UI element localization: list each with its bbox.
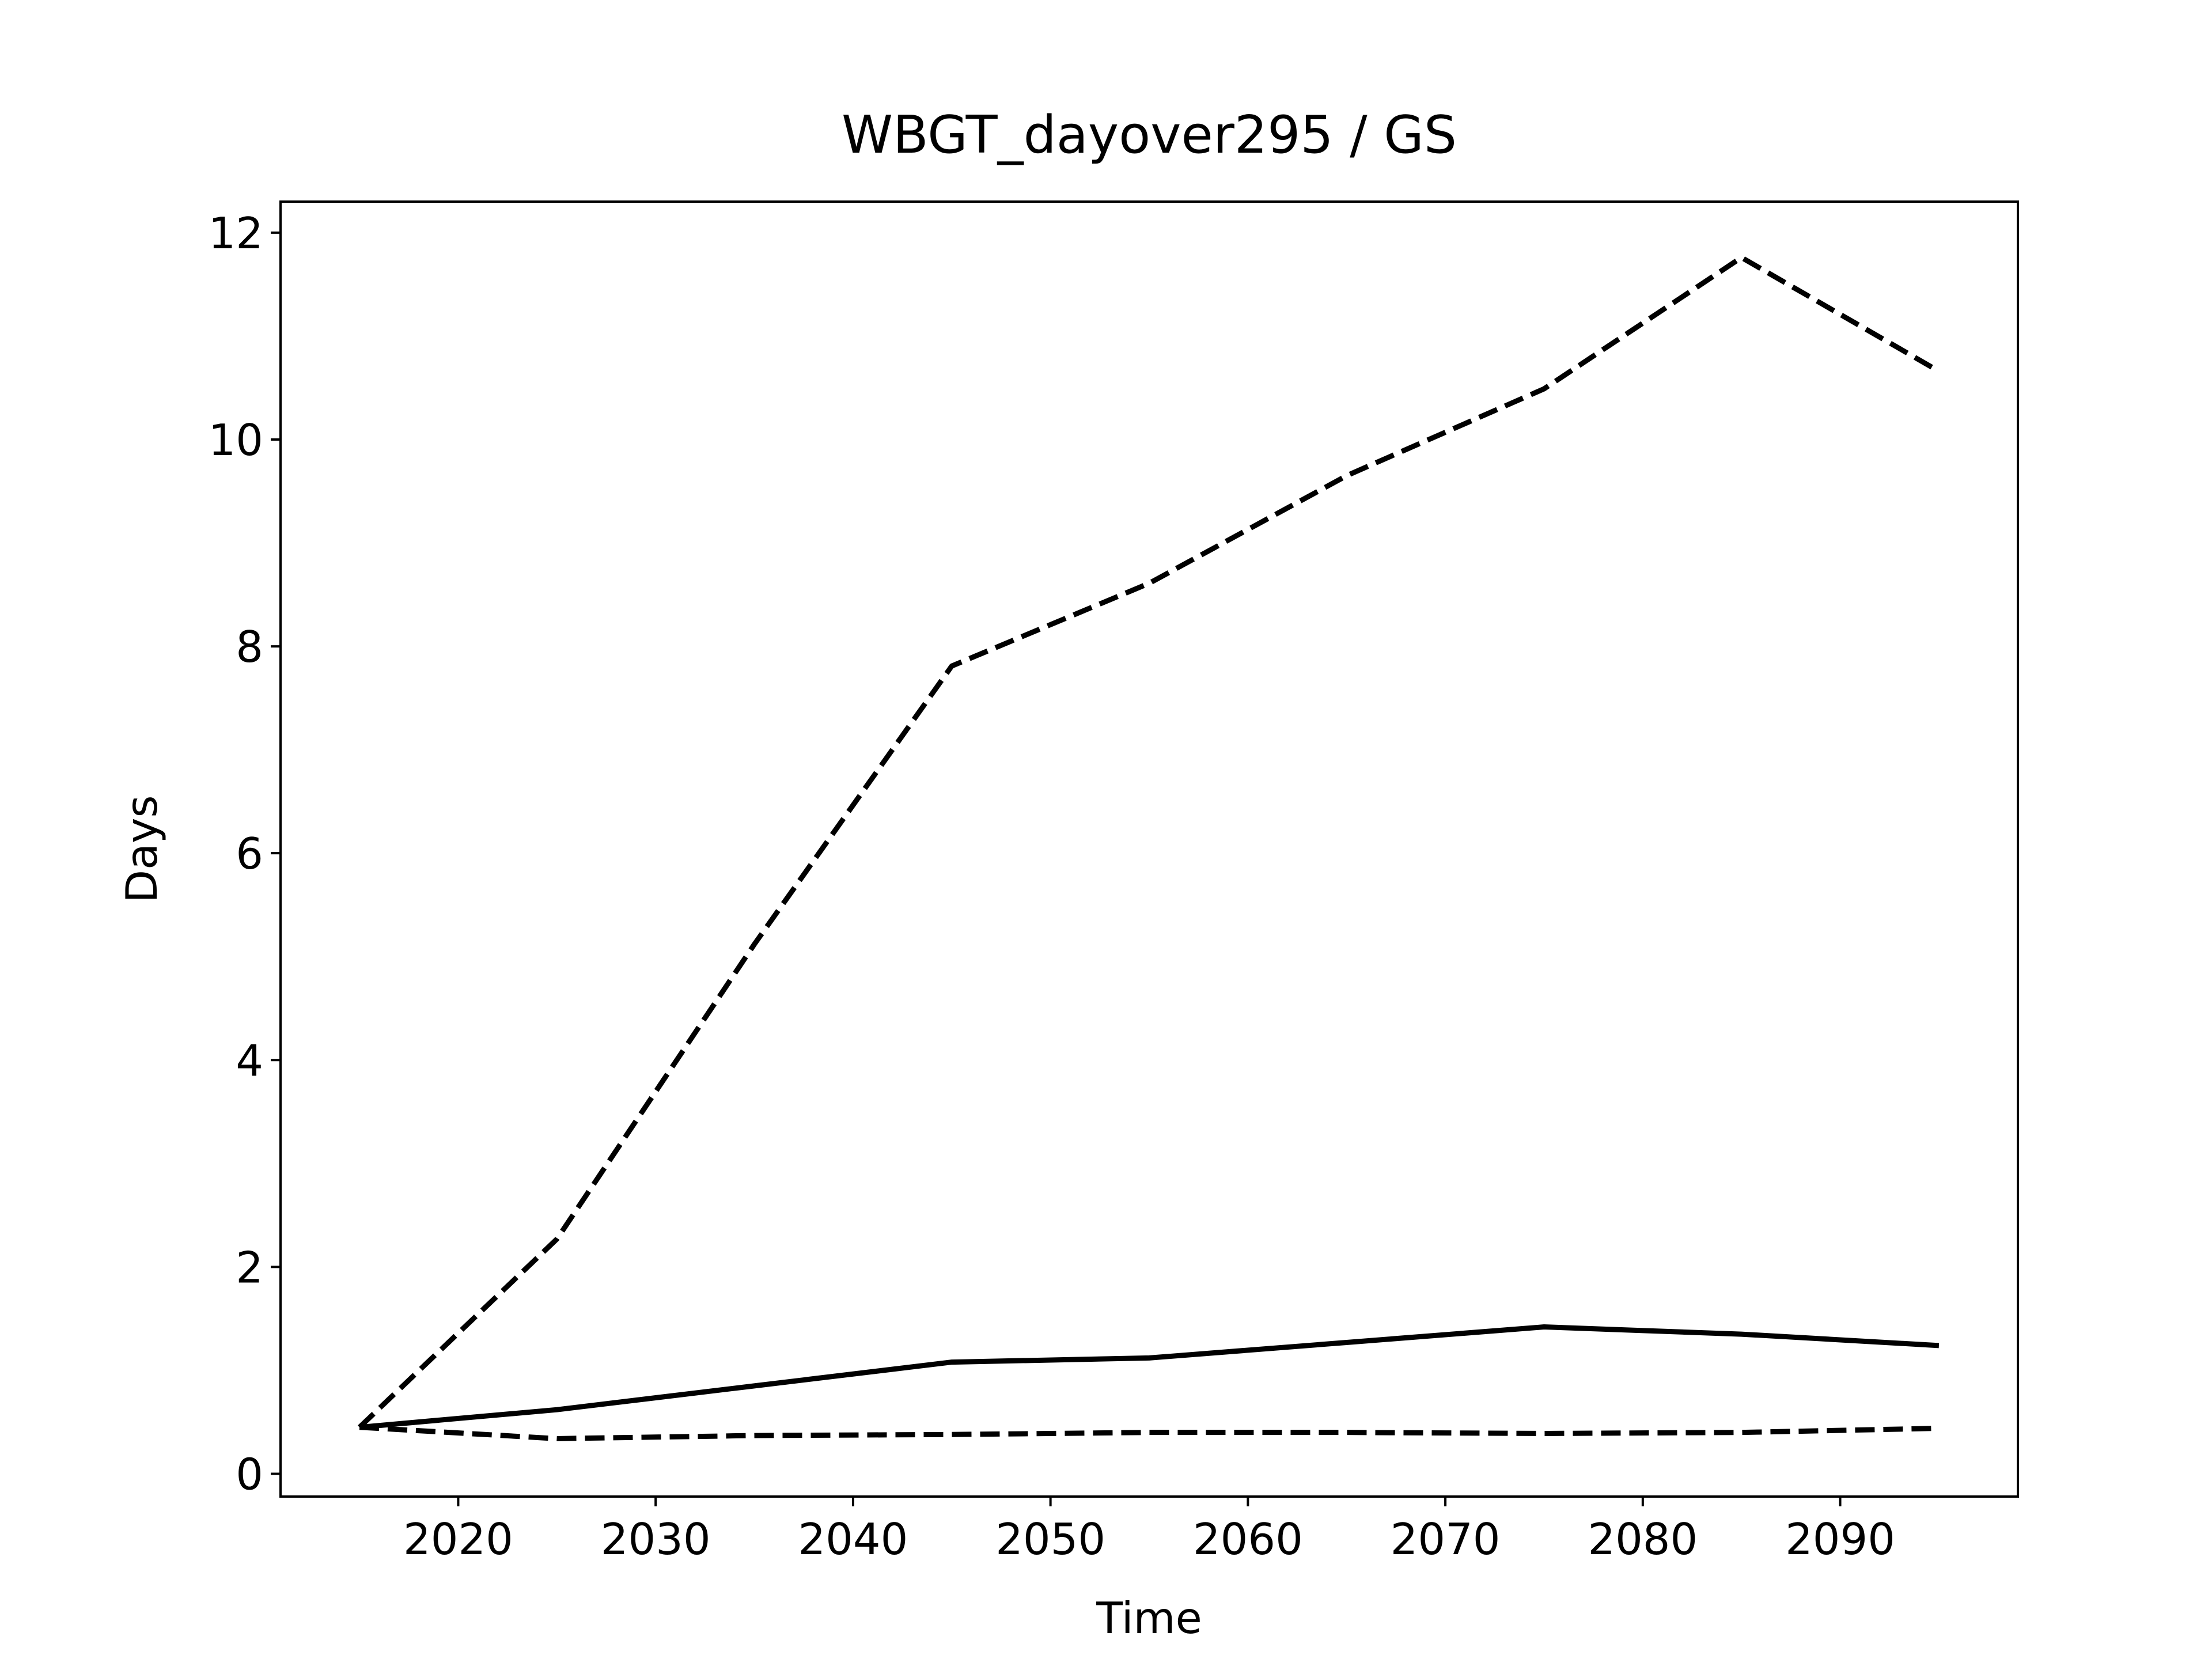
x-tick-label: 2090 <box>1785 1514 1895 1565</box>
y-tick-label: 8 <box>236 622 263 672</box>
x-tick-label: 2020 <box>403 1514 513 1565</box>
y-tick-label: 12 <box>209 208 263 259</box>
y-axis-label: Days <box>116 795 167 903</box>
chart-title: WBGT_dayover295 / GS <box>842 105 1457 165</box>
line-series <box>359 1425 1940 1441</box>
x-tick-label: 2070 <box>1391 1514 1501 1565</box>
line-series <box>357 255 1941 1429</box>
x-axis-label: Time <box>1096 1593 1202 1643</box>
y-tick-label: 0 <box>236 1449 263 1499</box>
plot-frame <box>279 200 2019 1498</box>
x-tick-label: 2030 <box>601 1514 711 1565</box>
x-tick-label: 2040 <box>798 1514 908 1565</box>
y-tick-label: 2 <box>236 1242 263 1293</box>
line-series <box>359 1324 1940 1430</box>
y-tick-label: 6 <box>236 828 263 879</box>
y-tick-label: 10 <box>209 415 263 465</box>
x-tick-label: 2060 <box>1193 1514 1303 1565</box>
y-tick-label: 4 <box>236 1035 263 1086</box>
x-tick-label: 2080 <box>1588 1514 1698 1565</box>
x-tick-label: 2050 <box>995 1514 1105 1565</box>
